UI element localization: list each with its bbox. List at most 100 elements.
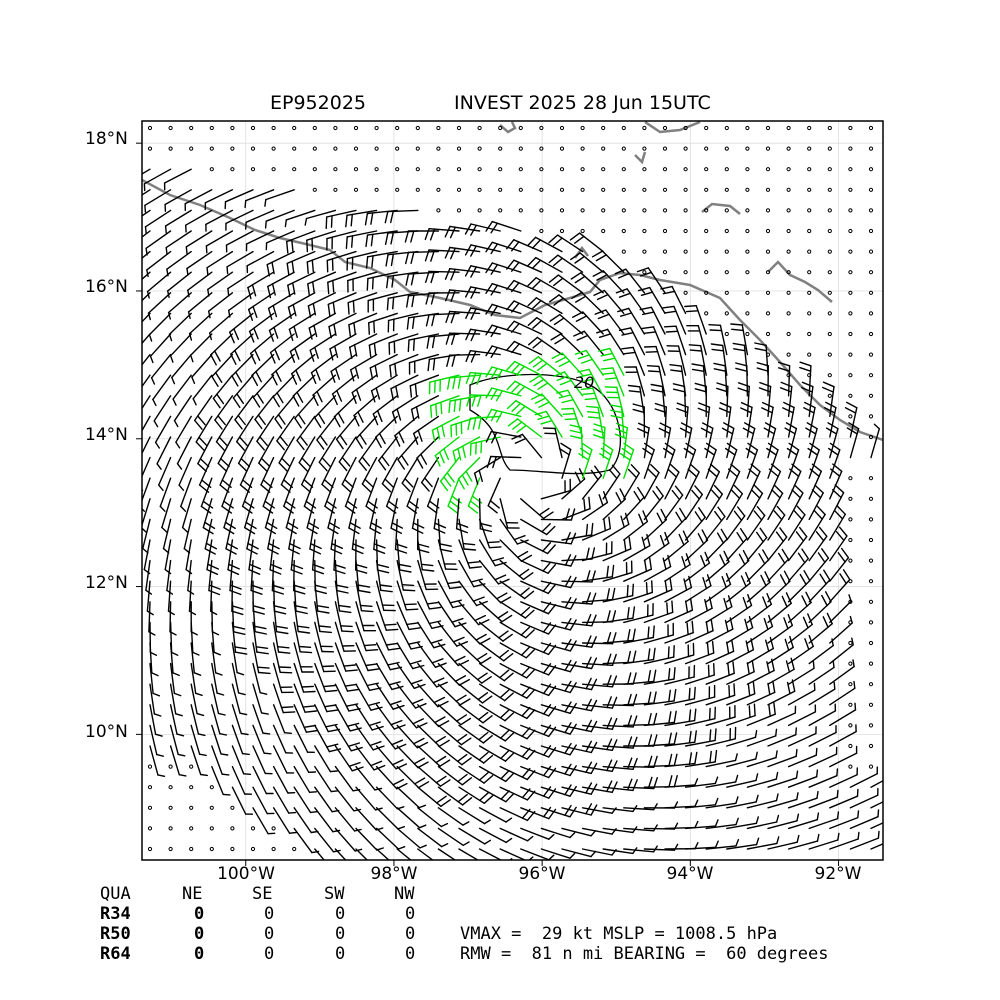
wind-barb [396,848,412,860]
wind-barb [252,374,275,408]
calm-wind-marker [189,125,194,131]
wind-barb [149,704,163,737]
wind-barb [487,477,501,514]
wind-barb [478,827,513,844]
wind-barb [705,528,728,562]
wind-barb [726,528,748,562]
wind-barb [534,410,563,438]
calm-wind-marker [374,167,379,172]
calm-wind-marker [559,125,565,131]
wind-barb [548,234,584,253]
plot-frame [141,120,884,861]
wind-barb [344,477,358,514]
wind-barb [808,768,839,788]
table-cell: 0 [335,944,346,964]
wind-barb [561,496,591,521]
wind-barb [434,436,460,467]
calm-wind-marker [765,146,771,151]
wind-barb [641,326,666,356]
lat-tick-label: 10°N [85,722,128,742]
wind-barb [561,468,586,500]
wind-barb [149,333,172,364]
wind-barb [211,745,230,776]
wind-barb [246,250,275,274]
wind-barb [407,333,440,353]
wind-barb [766,442,779,479]
wind-barb [598,347,625,376]
wind-barb [271,353,295,386]
wind-barb [458,786,494,804]
calm-wind-marker [848,331,853,337]
wind-barb [787,790,819,809]
wind-barb [726,549,750,582]
wind-barb [499,724,536,740]
calm-wind-marker [868,311,874,316]
wind-barb [286,250,316,276]
calm-wind-marker [250,125,256,131]
wind-barb [540,722,577,735]
calm-wind-marker [848,414,853,419]
wind-barb [540,701,577,714]
wind-barb [375,642,403,671]
wind-barb [767,463,782,500]
wind-barb [458,765,494,784]
calm-wind-marker [374,187,379,192]
calm-wind-marker [868,290,874,295]
calm-wind-marker [312,146,317,151]
wind-barb [829,767,858,788]
wind-barb [226,250,254,275]
table-cell: 0 [405,904,416,924]
calm-wind-marker [827,331,832,337]
wind-barb [239,456,254,493]
wind-barb [280,456,295,493]
wind-barb [293,786,318,814]
wind-barb [746,771,779,788]
wind-barb [444,225,481,239]
coastline-island-6 [767,260,833,303]
wind-barb [527,277,563,294]
calm-wind-marker [271,846,276,852]
calm-wind-marker [209,167,214,172]
wind-barb [520,704,557,717]
wind-barb [684,574,712,603]
wind-barb [824,401,837,438]
wind-barb [464,265,501,278]
wind-barb [808,484,824,521]
calm-wind-marker [848,146,853,151]
wind-barb [746,593,772,624]
wind-barb [499,498,520,529]
wind-barb [623,824,658,832]
wind-barb [458,642,492,665]
calm-wind-marker [765,270,771,275]
wind-barb [232,374,254,409]
wind-barb [227,539,240,575]
wind-barb [705,726,737,747]
wind-barb [478,724,515,742]
wind-barb [375,765,408,790]
wind-barb [829,659,855,685]
wind-barb [205,230,234,254]
wind-barb [169,704,185,737]
calm-wind-marker [436,146,441,151]
wind-barb [614,268,646,294]
wind-barb [458,807,491,825]
wind-barb [623,691,657,706]
wind-barb [334,601,354,633]
wind-barb [260,456,275,493]
calm-wind-marker [704,290,709,295]
lat-tick-label: 16°N [85,277,128,297]
calm-wind-marker [436,125,441,131]
calm-wind-marker [539,228,544,234]
calm-wind-marker [807,187,812,192]
wind-barb [272,621,291,654]
calm-wind-marker [868,702,874,707]
wind-barb [478,621,513,642]
wind-barb [661,305,687,335]
wind-barb [316,415,337,450]
wind-barb [829,637,854,665]
wind-barb [314,662,338,693]
wind-barb [287,271,316,298]
calm-wind-marker [250,846,256,852]
wind-barb [485,387,522,402]
calm-wind-marker [209,146,214,151]
